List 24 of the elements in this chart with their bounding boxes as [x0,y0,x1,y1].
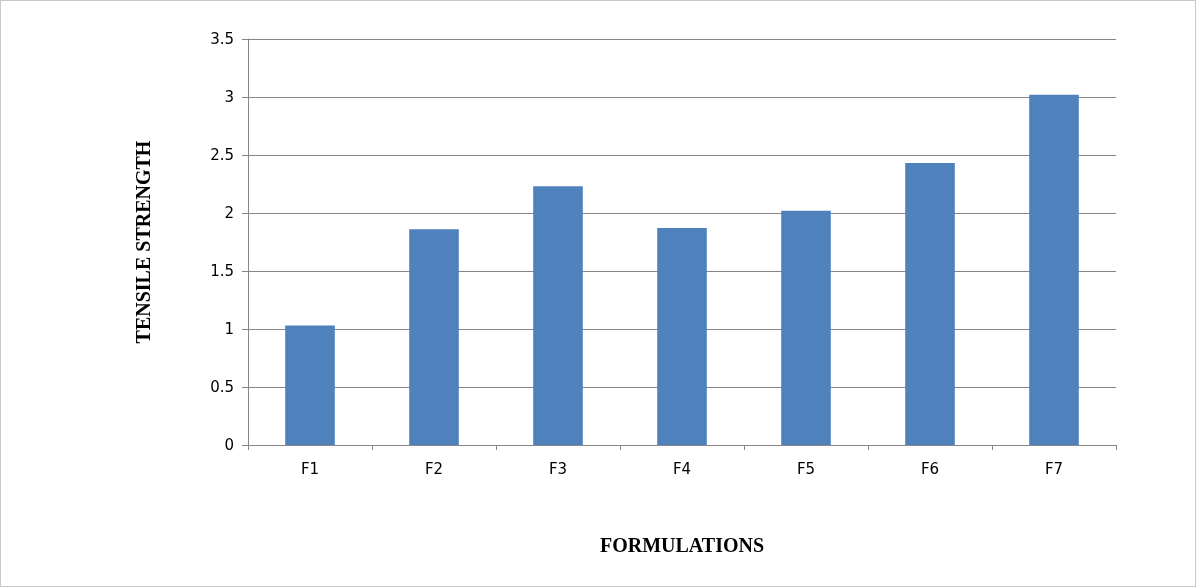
x-tick-label: F2 [424,459,444,478]
bar [905,163,955,445]
bar [409,229,459,445]
x-axis-title: FORMULATIONS [599,534,765,556]
x-tick-label: F7 [1044,459,1064,478]
x-tick-label: F6 [920,459,940,478]
y-tick-label: 1.5 [210,262,234,280]
y-tick-label: 1 [224,320,234,338]
y-tick-label: 2.5 [210,146,234,164]
bar [657,228,707,445]
bar [781,210,831,445]
bar [533,186,583,445]
bar [285,325,335,445]
y-tick-label: 0.5 [210,378,234,396]
x-tick-label: F1 [300,459,320,478]
y-tick-label: 0 [224,436,234,454]
y-axis-title: TENSILE STRENGTH [132,140,154,344]
y-tick-label: 2 [224,204,234,222]
x-tick-label: F4 [672,459,692,478]
bar [1029,94,1079,445]
y-tick-label: 3.5 [210,30,234,48]
y-tick-label: 3 [224,88,234,106]
x-tick-label: F3 [548,459,568,478]
x-tick-label: F5 [796,459,816,478]
